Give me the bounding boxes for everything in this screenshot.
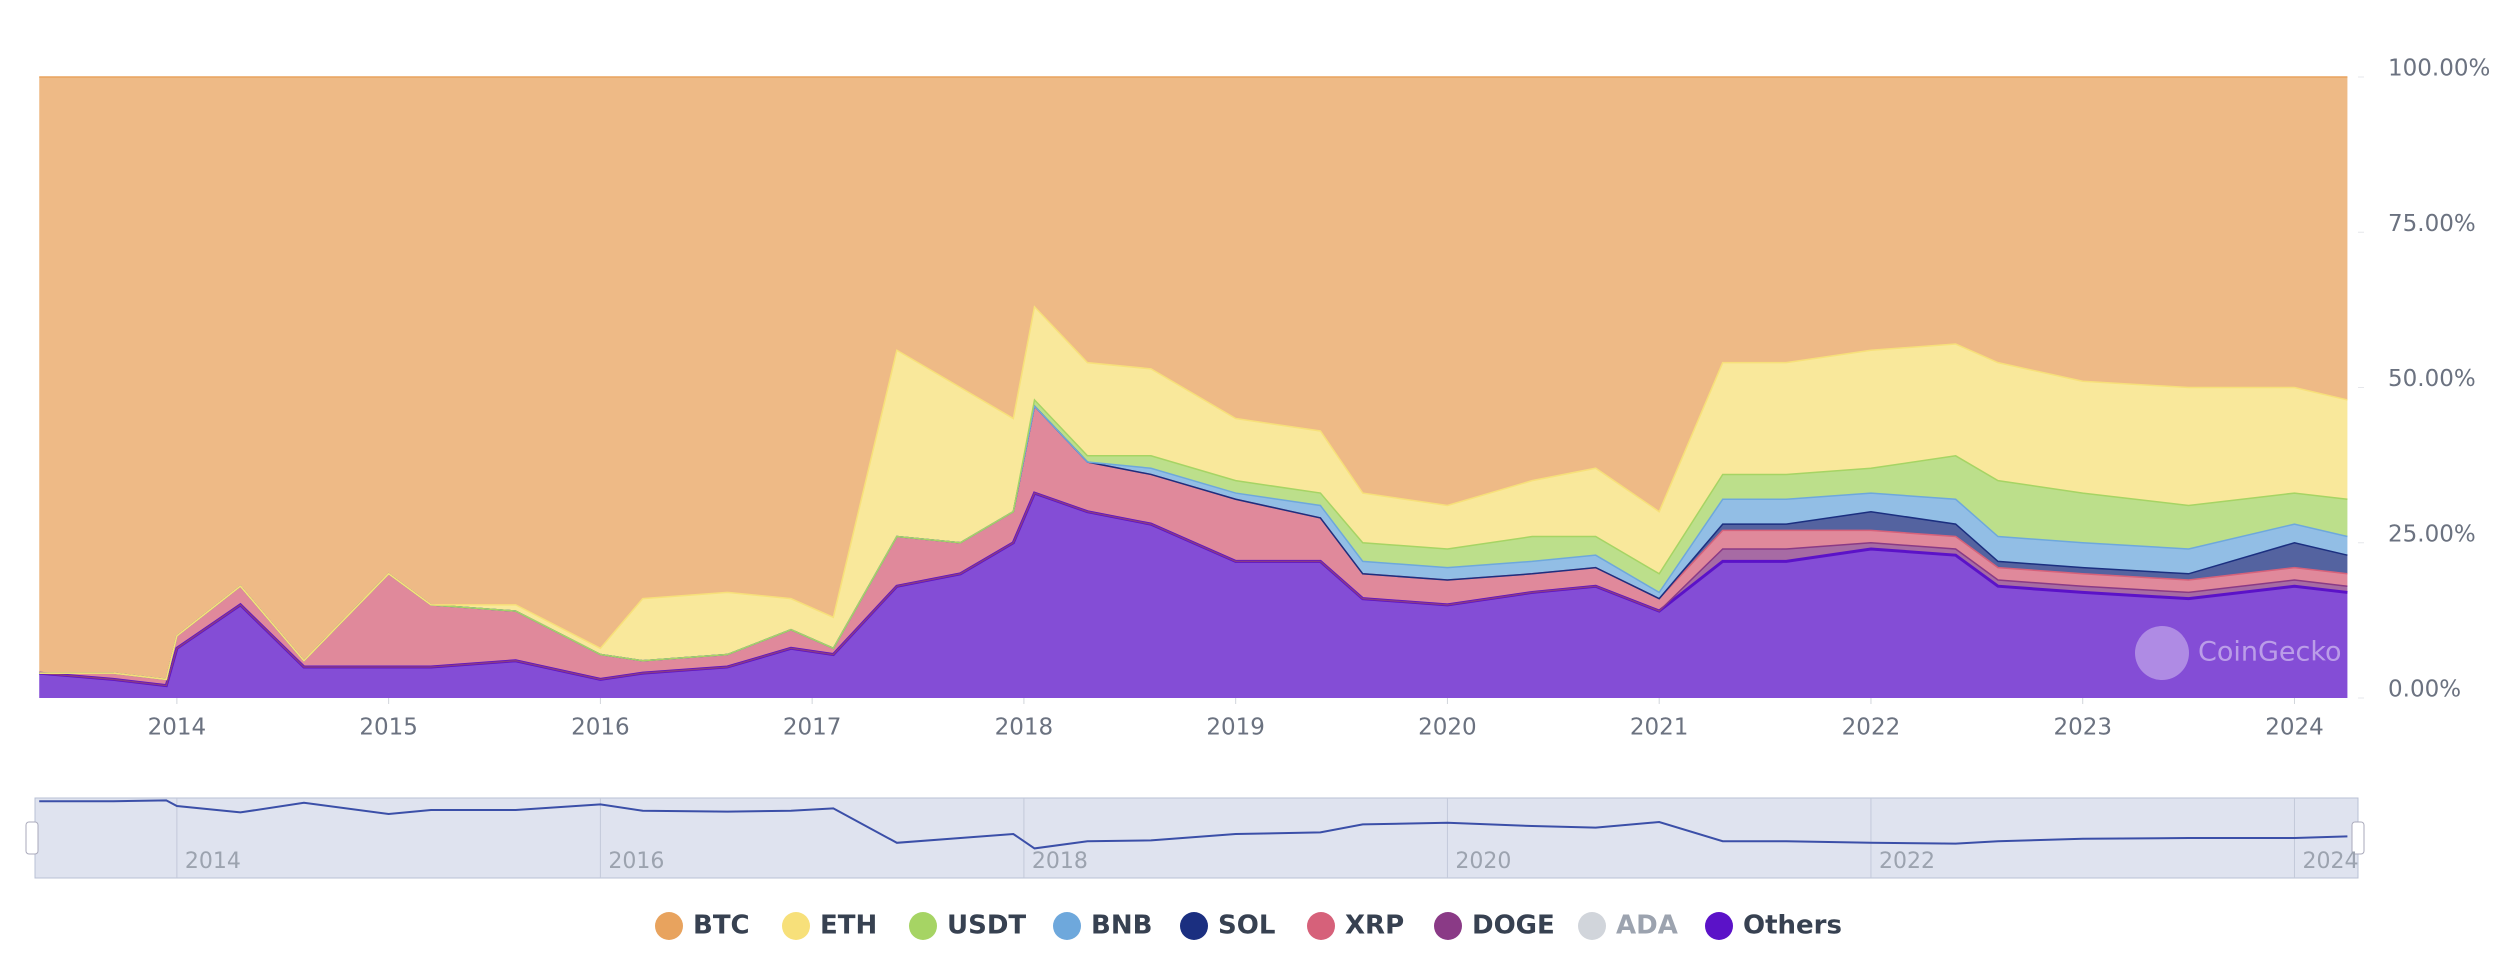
legend-label: BTC bbox=[693, 911, 750, 941]
navigator[interactable] bbox=[34, 797, 2359, 879]
area-edge bbox=[39, 492, 2348, 687]
x-tick-label: 2019 bbox=[1206, 715, 1265, 741]
legend-label: DOGE bbox=[1472, 911, 1555, 941]
y-tick-label: 0.00% bbox=[2388, 677, 2461, 703]
legend-label: XRP bbox=[1345, 911, 1404, 941]
legend-label: ETH bbox=[820, 911, 877, 941]
x-tick-label: 2016 bbox=[571, 715, 630, 741]
navigator-label: 2020 bbox=[1455, 849, 1511, 874]
legend-item[interactable]: Others bbox=[1705, 911, 1842, 941]
x-tick-label: 2017 bbox=[783, 715, 842, 741]
area-edge bbox=[39, 305, 2348, 681]
y-tick-label: 100.00% bbox=[2388, 56, 2490, 82]
navigator-label: 2014 bbox=[185, 849, 241, 874]
legend-dot bbox=[655, 912, 683, 940]
legend-label: BNB bbox=[1091, 911, 1152, 941]
x-tick-label: 2020 bbox=[1418, 715, 1477, 741]
y-tick-label: 25.00% bbox=[2388, 521, 2476, 547]
navigator-label: 2024 bbox=[2302, 849, 2358, 874]
legend-item[interactable]: USDT bbox=[909, 911, 1026, 941]
legend-item[interactable]: SOL bbox=[1180, 911, 1275, 941]
legend-item[interactable]: DOGE bbox=[1434, 911, 1555, 941]
watermark-logo bbox=[2135, 626, 2189, 680]
navigator-line bbox=[39, 799, 2348, 850]
legend-label: ADA bbox=[1616, 911, 1678, 941]
area bbox=[39, 306, 2348, 680]
legend-dot bbox=[1307, 912, 1335, 940]
legend-label: USDT bbox=[947, 911, 1026, 941]
legend-item[interactable]: BTC bbox=[655, 911, 750, 941]
legend-item[interactable]: ADA bbox=[1578, 911, 1678, 941]
navigator-handle[interactable] bbox=[25, 821, 39, 855]
legend-item[interactable]: BNB bbox=[1053, 911, 1152, 941]
legend-dot bbox=[1053, 912, 1081, 940]
navigator-label: 2016 bbox=[608, 849, 664, 874]
x-tick-label: 2018 bbox=[995, 715, 1054, 741]
x-tick-label: 2015 bbox=[359, 715, 418, 741]
x-tick-label: 2022 bbox=[1842, 715, 1901, 741]
y-tick-label: 50.00% bbox=[2388, 366, 2476, 392]
legend-label: SOL bbox=[1218, 911, 1275, 941]
legend-dot bbox=[782, 912, 810, 940]
area bbox=[39, 77, 2348, 680]
legend-item[interactable]: ETH bbox=[782, 911, 877, 941]
navigator-handle[interactable] bbox=[2351, 821, 2365, 855]
legend-dot bbox=[1578, 912, 1606, 940]
navigator-label: 2022 bbox=[1879, 849, 1935, 874]
legend-dot bbox=[1705, 912, 1733, 940]
x-tick-label: 2023 bbox=[2053, 715, 2112, 741]
legend-item[interactable]: XRP bbox=[1307, 911, 1404, 941]
legend-dot bbox=[909, 912, 937, 940]
y-tick-label: 75.00% bbox=[2388, 211, 2476, 237]
watermark: CoinGecko bbox=[2198, 637, 2342, 668]
area bbox=[39, 493, 2348, 698]
legend-dot bbox=[1180, 912, 1208, 940]
x-tick-label: 2024 bbox=[2265, 715, 2324, 741]
x-tick-label: 2021 bbox=[1630, 715, 1689, 741]
x-tick-label: 2014 bbox=[148, 715, 207, 741]
navigator-label: 2018 bbox=[1032, 849, 1088, 874]
legend-dot bbox=[1434, 912, 1462, 940]
legend-label: Others bbox=[1743, 911, 1842, 941]
